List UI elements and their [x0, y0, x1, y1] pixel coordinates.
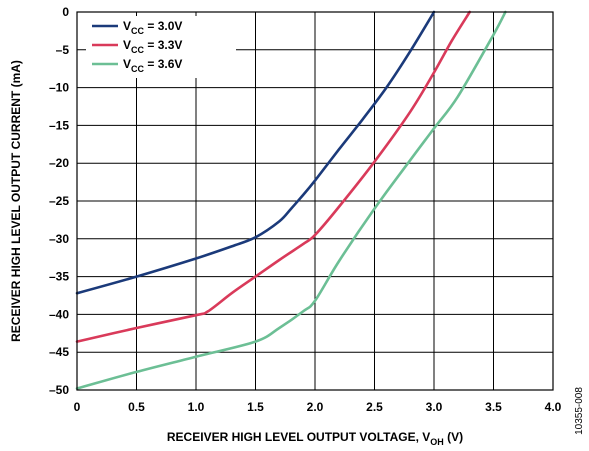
x-axis-title: RECEIVER HIGH LEVEL OUTPUT VOLTAGE, VOH … [167, 430, 463, 447]
y-tick-label: –30 [49, 232, 69, 246]
y-tick-labels: 0 –5 –10 –15 –20 –25 –30 –35 –40 –45 –50 [49, 5, 69, 397]
y-tick-label: –5 [56, 43, 70, 57]
x-tick-label: 1.5 [247, 400, 264, 414]
y-tick-label: –35 [49, 270, 69, 284]
y-axis-title: RECEIVER HIGH LEVEL OUTPUT CURRENT (mA) [9, 60, 23, 342]
legend-entry-post: = 3.6V [144, 57, 182, 71]
y-tick-label: –25 [49, 194, 69, 208]
series-layer [75, 10, 507, 390]
y-tick-label: 0 [62, 5, 69, 19]
legend-entry-sub: CC [131, 64, 144, 74]
y-tick-label: –20 [49, 156, 69, 170]
legend-entry-sub: CC [131, 45, 144, 55]
y-tick-label: –10 [49, 81, 69, 95]
legend-entry-pre: V [123, 19, 131, 33]
x-tick-label: 0.5 [128, 400, 145, 414]
x-tick-label: 0 [74, 400, 81, 414]
x-tick-label: 4.0 [545, 400, 562, 414]
legend-entry-3: VCC = 3.6V [123, 57, 182, 74]
x-axis-title-main: RECEIVER HIGH LEVEL OUTPUT VOLTAGE, V [167, 430, 430, 444]
x-tick-label: 1.0 [188, 400, 205, 414]
y-tick-label: –45 [49, 345, 69, 359]
y-tick-label: –15 [49, 118, 69, 132]
series-line-1 [75, 10, 436, 295]
x-tick-labels: 0 0.5 1.0 1.5 2.0 2.5 3.0 3.5 4.0 [74, 400, 562, 414]
legend-entry-pre: V [123, 38, 131, 52]
x-tick-label: 2.5 [366, 400, 383, 414]
legend-entry-sub: CC [131, 26, 144, 36]
legend-entry-post: = 3.3V [144, 38, 182, 52]
series-line-2 [75, 10, 471, 343]
legend-entry-post: = 3.0V [144, 19, 182, 33]
legend-entry-pre: V [123, 57, 131, 71]
x-tick-label: 2.0 [307, 400, 324, 414]
figure-id: 10355-008 [574, 387, 585, 435]
series-line-3 [75, 10, 507, 390]
legend-entry-1: VCC = 3.0V [123, 19, 182, 36]
x-tick-label: 3.5 [485, 400, 502, 414]
y-tick-label: –50 [49, 383, 69, 397]
legend-entry-2: VCC = 3.3V [123, 38, 182, 55]
x-axis-title-sub: OH [430, 437, 444, 447]
x-axis-title-unit: (V) [444, 430, 463, 444]
plot-frame [76, 11, 554, 391]
y-tick-label: –40 [49, 307, 69, 321]
x-tick-label: 3.0 [426, 400, 443, 414]
